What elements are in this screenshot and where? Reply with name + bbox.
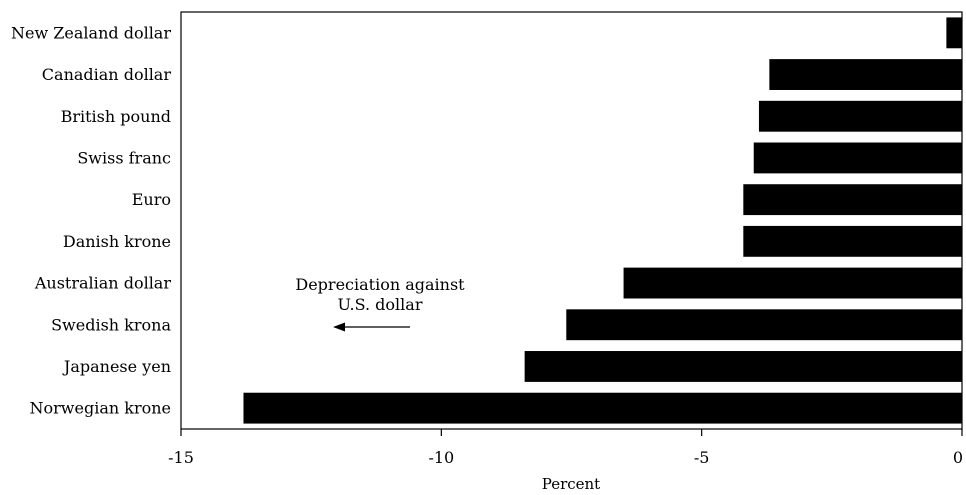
category-label: Danish krone — [63, 232, 171, 251]
category-label: New Zealand dollar — [11, 23, 171, 42]
category-labels: New Zealand dollar Canadian dollar British… — [11, 23, 171, 417]
bar — [243, 392, 963, 424]
x-tick-label: -15 — [168, 448, 194, 467]
bar — [623, 267, 962, 299]
category-label: Japanese yen — [62, 357, 171, 376]
category-label: Swedish krona — [51, 315, 171, 334]
category-label: Canadian dollar — [42, 65, 172, 84]
category-label: Australian dollar — [34, 274, 172, 293]
bar — [743, 225, 962, 257]
bar — [753, 142, 962, 174]
bar — [946, 17, 962, 49]
x-tick-label: -5 — [694, 448, 710, 467]
x-axis-title: Percent — [542, 475, 600, 493]
bar — [769, 59, 962, 90]
annotation-arrow-head — [333, 322, 345, 332]
bar — [758, 100, 962, 132]
category-label: British pound — [61, 107, 171, 126]
category-label: Euro — [132, 190, 171, 209]
bar — [524, 351, 962, 382]
bar — [743, 184, 962, 216]
plot-frame — [180, 11, 963, 430]
x-tick-label: 0 — [953, 448, 963, 467]
category-label: Norwegian krone — [30, 399, 171, 418]
annotation: Depreciation against U.S. dollar — [295, 275, 465, 332]
category-label: Swiss franc — [77, 148, 171, 167]
annotation-line-1: Depreciation against — [295, 275, 465, 294]
bar — [566, 309, 962, 341]
annotation-line-2: U.S. dollar — [338, 295, 423, 314]
x-axis: -15 -10 -5 0 — [168, 429, 963, 467]
x-tick-label: -10 — [428, 448, 454, 467]
bars — [243, 17, 963, 424]
